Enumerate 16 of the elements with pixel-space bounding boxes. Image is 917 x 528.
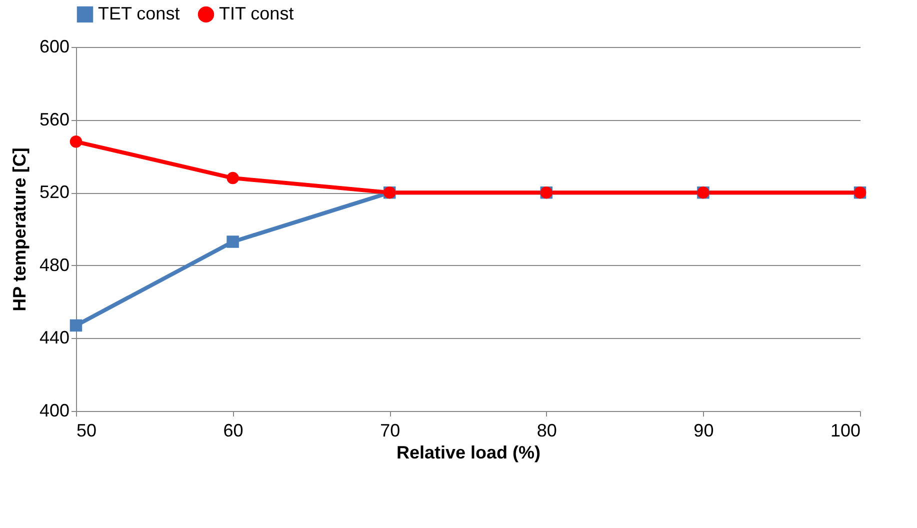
x-tick-label: 80 — [536, 420, 557, 440]
x-axis-title: Relative load (%) — [396, 442, 541, 462]
x-tick-label: 50 — [76, 420, 97, 440]
y-tick-label: 520 — [39, 182, 70, 202]
x-tick-label: 100 — [830, 420, 860, 440]
x-tick-label: 70 — [380, 420, 400, 440]
legend-label: TIT const — [219, 3, 294, 24]
y-axis-title: HP temperature [C] — [9, 148, 30, 312]
y-tick-label: 480 — [39, 254, 70, 275]
x-tick-label: 90 — [694, 420, 714, 440]
y-tick-label: 600 — [39, 36, 70, 56]
y-tick-label: 440 — [39, 328, 70, 348]
y-tick-label: 560 — [39, 109, 70, 130]
x-tick-label: 60 — [223, 420, 244, 440]
y-tick-label: 400 — [39, 400, 70, 420]
legend-label: TET const — [98, 3, 180, 24]
